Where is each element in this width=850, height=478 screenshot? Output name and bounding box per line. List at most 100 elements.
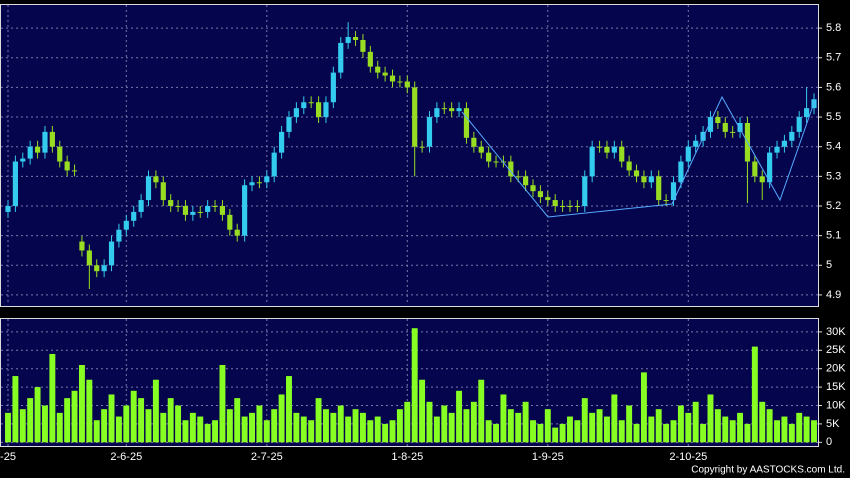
volume-bar <box>152 379 159 443</box>
candle-body <box>234 229 240 236</box>
candle-body <box>205 205 211 212</box>
candle-body <box>27 146 33 159</box>
candle-body <box>12 161 18 206</box>
volume-bar <box>677 405 684 443</box>
volume-bar <box>278 394 285 443</box>
candle-body <box>197 211 203 213</box>
candle-body <box>804 108 810 118</box>
candle-body <box>486 152 492 162</box>
volume-bar <box>456 390 463 443</box>
volume-bar <box>796 412 803 443</box>
candle-body <box>693 140 699 147</box>
volume-bar <box>507 409 514 443</box>
volume-bar <box>93 420 100 443</box>
candle-body <box>685 146 691 162</box>
candle-body <box>389 75 396 82</box>
volume-tick-label: 5K <box>826 418 840 430</box>
y-tick-label: 5.8 <box>826 22 841 34</box>
candle-body <box>530 185 536 192</box>
candle-body <box>49 131 55 147</box>
candle-body <box>34 146 41 153</box>
candle-body <box>641 176 647 183</box>
candle-body <box>441 108 447 110</box>
volume-bar <box>330 412 337 443</box>
candle-body <box>707 117 714 132</box>
volume-bar <box>396 409 403 443</box>
candle-body <box>582 176 588 206</box>
volume-bar <box>382 423 389 443</box>
candle-body <box>301 102 307 109</box>
candle-body <box>168 200 174 206</box>
x-tick-label: 2-7-25 <box>251 451 283 463</box>
volume-bar <box>34 387 41 443</box>
candle-body <box>286 117 292 132</box>
volume-bar <box>655 409 662 443</box>
volume-bar <box>788 423 795 443</box>
volume-bar <box>27 398 34 443</box>
candle-body <box>249 182 255 186</box>
volume-bar <box>204 423 211 443</box>
candle-body <box>648 176 654 183</box>
volume-bar <box>56 412 63 443</box>
volume-bar <box>293 412 300 443</box>
volume-bar <box>714 409 721 443</box>
volume-bar <box>308 420 315 443</box>
volume-bar <box>367 420 374 443</box>
candle-body <box>545 197 551 201</box>
candle-body <box>315 102 322 118</box>
volume-bar <box>345 416 352 443</box>
volume-bar <box>263 420 270 443</box>
volume-bar <box>219 365 226 443</box>
volume-bar <box>626 405 633 443</box>
candle-body <box>131 211 137 221</box>
volume-bar <box>271 409 278 443</box>
volume-bar <box>737 412 744 443</box>
candle-body <box>656 176 662 201</box>
candle-body <box>611 146 617 153</box>
candle-body <box>71 170 78 172</box>
candle-body <box>752 161 758 177</box>
volume-bar <box>337 405 344 443</box>
candle-body <box>589 146 595 177</box>
candle-body <box>271 152 277 177</box>
volume-bar <box>493 423 499 443</box>
candle-body <box>412 87 418 147</box>
volume-bar <box>19 409 26 443</box>
candle-body <box>79 241 85 251</box>
volume-bar <box>537 423 544 443</box>
x-tick-label: 2-6-25 <box>110 451 142 463</box>
volume-bar <box>648 416 655 443</box>
volume-bar <box>212 420 219 443</box>
volume-bar <box>729 420 736 443</box>
candle-body <box>449 108 455 112</box>
volume-bar <box>485 420 492 443</box>
volume-bar <box>700 423 707 443</box>
candle-body <box>426 117 433 147</box>
volume-bar <box>744 423 751 443</box>
volume-bar <box>71 390 78 443</box>
volume-bar <box>374 416 381 443</box>
volume-bar <box>603 416 610 443</box>
volume-bar <box>470 401 477 443</box>
volume-bar <box>589 412 596 443</box>
volume-bar <box>189 412 196 443</box>
volume-bar <box>811 420 817 443</box>
volume-bar <box>234 398 241 443</box>
volume-bar <box>249 412 255 443</box>
candle-body <box>678 161 684 183</box>
candle-body <box>493 161 499 163</box>
x-tick-label: 1-9-25 <box>532 451 564 463</box>
candle-body <box>375 66 381 73</box>
volume-bar <box>722 416 729 443</box>
volume-tick-label: 15K <box>826 381 846 393</box>
candle-body <box>360 39 366 52</box>
y-tick-label: 5.6 <box>826 81 841 93</box>
volume-bar <box>611 394 618 443</box>
candle-body <box>42 131 48 153</box>
candle-body <box>619 146 625 162</box>
candle-body <box>463 108 470 138</box>
candle-body <box>64 161 70 171</box>
volume-tick-label: 30K <box>826 326 846 338</box>
candle-body <box>101 265 107 272</box>
candle-body <box>397 81 403 83</box>
